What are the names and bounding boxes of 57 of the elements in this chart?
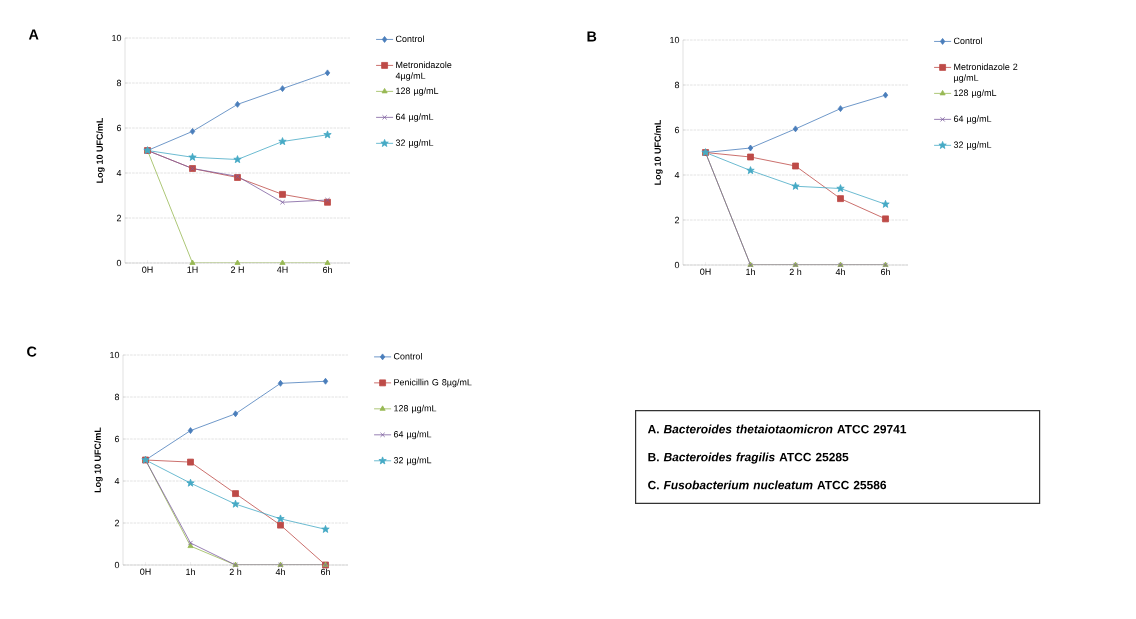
legend-label: Metronidazole 4µg/mL bbox=[395, 61, 452, 81]
x-tick-label: 2 h bbox=[229, 568, 242, 576]
y-tick-label: 10 bbox=[112, 34, 122, 42]
y-tick-label: 2 bbox=[114, 519, 120, 527]
x-tick-label: 6h bbox=[880, 268, 890, 276]
x-tick-label: 1h bbox=[746, 268, 755, 276]
x-tick-label: 2 h bbox=[789, 268, 802, 276]
y-tick-label: 0 bbox=[116, 259, 122, 267]
x-tick-label: 4h bbox=[835, 268, 845, 276]
legend-label: 128 µg/mL bbox=[394, 404, 437, 414]
text: A. Bacteroides thetaiotaomicron ATCC 29741 bbox=[647, 424, 907, 434]
y-axis-title: Log 10 UFC/mL bbox=[96, 117, 105, 183]
text: C. Fusobacterium nucleatum ATCC 25586 bbox=[648, 480, 887, 490]
legend-label: 64 µg/mL bbox=[953, 115, 992, 124]
legend-label: Control bbox=[395, 35, 424, 43]
legend-label: 64 µg/mL bbox=[395, 113, 434, 122]
y-tick-label: 10 bbox=[110, 351, 120, 359]
x-tick-label: 0H bbox=[700, 268, 711, 275]
legend-label: 32 µg/mL bbox=[393, 456, 432, 466]
legend-label: Metronidazole 2 µg/mL bbox=[954, 63, 1018, 83]
y-axis-title: Log 10 UFC/mL bbox=[94, 427, 103, 493]
x-tick-label: 0H bbox=[140, 568, 151, 575]
y-tick-label: 0 bbox=[114, 561, 120, 569]
x-tick-label: 4h bbox=[275, 568, 285, 576]
legend-label: Control bbox=[393, 352, 422, 360]
y-tick-label: 8 bbox=[114, 393, 120, 401]
chart-title: A bbox=[28, 29, 39, 40]
y-tick-label: 6 bbox=[116, 124, 122, 132]
x-tick-label: 6h bbox=[322, 266, 332, 274]
chart-title: C bbox=[27, 346, 37, 357]
x-tick-label: 1h bbox=[186, 568, 195, 576]
y-tick-label: 0 bbox=[674, 261, 680, 269]
x-tick-label: 0H bbox=[142, 266, 153, 273]
legend-label: 64 µg/mL bbox=[393, 430, 432, 440]
y-tick-label: 4 bbox=[674, 171, 680, 179]
y-tick-label: 4 bbox=[116, 169, 122, 177]
y-tick-label: 6 bbox=[674, 126, 680, 134]
y-tick-label: 6 bbox=[114, 435, 120, 443]
legend-label: 128 µg/mL bbox=[954, 89, 997, 98]
x-tick-label: 1H bbox=[187, 266, 198, 273]
legend-label: 128 µg/mL bbox=[396, 87, 439, 96]
y-tick-label: 4 bbox=[114, 477, 120, 485]
y-axis-title: Log 10 UFC/mL bbox=[654, 119, 663, 185]
x-tick-label: 4H bbox=[276, 266, 288, 273]
chart-title: B bbox=[587, 31, 597, 42]
y-tick-label: 2 bbox=[674, 216, 680, 224]
y-tick-label: 8 bbox=[116, 79, 122, 87]
legend-label: 32 µg/mL bbox=[953, 141, 992, 150]
y-tick-label: 2 bbox=[116, 214, 122, 222]
y-tick-label: 10 bbox=[670, 36, 680, 44]
x-tick-label: 2 H bbox=[230, 266, 244, 273]
text: B. Bacteroides fragilis ATCC 25285 bbox=[648, 452, 849, 464]
y-tick-label: 8 bbox=[674, 81, 680, 89]
legend-label: 32 µg/mL bbox=[395, 139, 434, 148]
legend-label: Penicillin G 8µg/mL bbox=[394, 378, 472, 388]
x-tick-label: 6h bbox=[320, 568, 330, 576]
legend-label: Control bbox=[953, 37, 982, 45]
